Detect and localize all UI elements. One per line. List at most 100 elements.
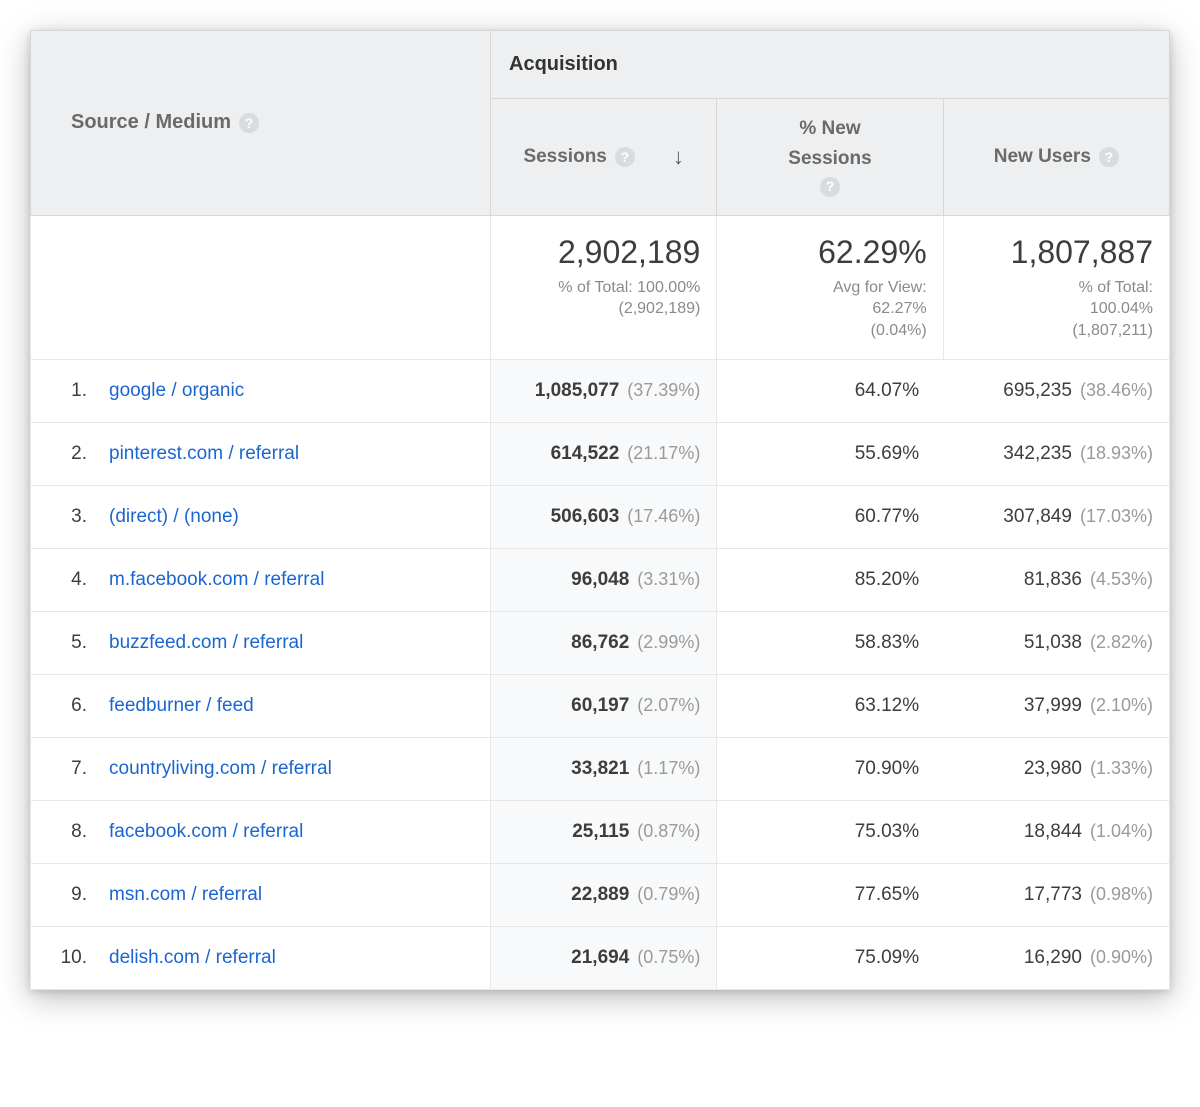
sessions-pct: (0.75%) [637,947,700,967]
summary-new-users-sub3: (1,807,211) [954,320,1153,342]
table-row: 7.countryliving.com / referral33,821(1.1… [31,738,1170,801]
header-acquisition-label: Acquisition [509,53,618,75]
source-medium-link[interactable]: facebook.com / referral [109,821,303,842]
new-users-value: 81,836 [1024,569,1082,590]
cell-source: 9. msn.com / referral [31,864,491,927]
source-medium-link[interactable]: feedburner / feed [109,695,254,716]
summary-sessions-value: 2,902,189 [501,234,700,271]
sessions-pct: (2.99%) [637,632,700,652]
summary-pct-new: 62.29% Avg for View: 62.27% (0.04%) [717,215,943,360]
row-index: 8. [41,821,87,843]
header-sessions[interactable]: Sessions ? ↓ [491,99,717,216]
new-users-pct: (17.03%) [1080,506,1153,526]
cell-sessions: 25,115(0.87%) [491,801,717,864]
summary-pct-new-value: 62.29% [727,234,926,271]
cell-sessions: 22,889(0.79%) [491,864,717,927]
sessions-pct: (21.17%) [627,443,700,463]
cell-pct-new: 77.65% [717,864,943,927]
cell-pct-new: 75.09% [717,927,943,990]
sessions-value: 96,048 [571,569,629,590]
cell-new-users: 51,038 (2.82%) [943,612,1169,675]
summary-blank [31,215,491,360]
row-index: 2. [41,443,87,465]
cell-sessions: 33,821(1.17%) [491,738,717,801]
summary-new-users-sub1: % of Total: [954,277,1153,299]
sessions-value: 1,085,077 [535,380,620,401]
table-row: 10.delish.com / referral21,694(0.75%)75.… [31,927,1170,990]
source-medium-link[interactable]: delish.com / referral [109,947,276,968]
new-users-pct: (2.82%) [1090,632,1153,652]
cell-source: 8. facebook.com / referral [31,801,491,864]
row-index: 10. [41,947,87,969]
header-source-medium[interactable]: Source / Medium ? [31,31,491,216]
cell-sessions: 60,197(2.07%) [491,675,717,738]
cell-pct-new: 58.83% [717,612,943,675]
new-users-value: 51,038 [1024,632,1082,653]
new-users-value: 17,773 [1024,884,1082,905]
help-icon[interactable]: ? [1099,147,1119,167]
cell-source: 6.feedburner / feed [31,675,491,738]
header-source-medium-label: Source / Medium [71,111,231,134]
new-users-pct: (4.53%) [1090,569,1153,589]
cell-pct-new: 64.07% [717,360,943,423]
analytics-table-panel: Source / Medium ? Acquisition Sessions ?… [30,30,1170,990]
summary-new-users-value: 1,807,887 [954,234,1153,271]
table-row: 5.buzzfeed.com / referral86,762(2.99%)58… [31,612,1170,675]
summary-row: 2,902,189 % of Total: 100.00% (2,902,189… [31,215,1170,360]
table-row: 2. pinterest.com / referral 614,522 (21.17%… [31,423,1170,486]
summary-pct-new-sub2: 62.27% [727,298,926,320]
source-medium-link[interactable]: msn.com / referral [109,884,262,905]
sessions-value: 614,522 [551,443,620,464]
new-users-pct: (1.04%) [1090,821,1153,841]
cell-new-users: 695,235(38.46%) [943,360,1169,423]
cell-new-users: 37,999(2.10%) [943,675,1169,738]
acquisition-table: Source / Medium ? Acquisition Sessions ?… [30,30,1170,990]
new-users-pct: (1.33%) [1090,758,1153,778]
new-users-pct: (0.98%) [1090,884,1153,904]
cell-source: 3. (direct) / (none) [31,486,491,549]
sort-desc-icon[interactable]: ↓ [673,144,684,170]
sessions-value: 22,889 [571,884,629,905]
sessions-pct: (37.39%) [627,380,700,400]
source-medium-link[interactable]: countryliving.com / referral [109,758,332,779]
cell-pct-new: 75.03% [717,801,943,864]
summary-new-users-sub2: 100.04% [954,298,1153,320]
source-medium-link[interactable]: google / organic [109,380,244,401]
cell-source: 10. delish.com / referral [31,927,491,990]
source-medium-link[interactable]: pinterest.com / referral [109,443,299,464]
sessions-pct: (0.87%) [637,821,700,841]
header-new-users-label: New Users [994,146,1091,168]
cell-sessions: 86,762(2.99%) [491,612,717,675]
cell-sessions: 506,603 (17.46%) [491,486,717,549]
row-index: 9. [41,884,87,906]
cell-new-users: 342,235 (18.93%) [943,423,1169,486]
cell-sessions: 614,522 (21.17%) [491,423,717,486]
summary-pct-new-sub3: (0.04%) [727,320,926,342]
sessions-value: 33,821 [571,758,629,779]
cell-source: 4.m.facebook.com / referral [31,549,491,612]
summary-sessions-sub1: % of Total: 100.00% [501,277,700,299]
source-medium-link[interactable]: buzzfeed.com / referral [109,632,303,653]
help-icon[interactable]: ? [615,147,635,167]
header-pct-new-sessions[interactable]: % New Sessions ? [717,99,943,216]
new-users-value: 37,999 [1024,695,1082,716]
help-icon[interactable]: ? [239,113,259,133]
sessions-value: 506,603 [551,506,620,527]
table-row: 1. google / organic 1,085,077 (37.39%) 64.07… [31,360,1170,423]
table-row: 8. facebook.com / referral 25,115(0.87%)75… [31,801,1170,864]
cell-new-users: 16,290(0.90%) [943,927,1169,990]
sessions-pct: (17.46%) [627,506,700,526]
summary-sessions-sub2: (2,902,189) [501,298,700,320]
source-medium-link[interactable]: (direct) / (none) [109,506,239,527]
header-new-users[interactable]: New Users ? [943,99,1169,216]
new-users-pct: (18.93%) [1080,443,1153,463]
source-medium-link[interactable]: m.facebook.com / referral [109,569,324,590]
cell-pct-new: 85.20% [717,549,943,612]
row-index: 3. [41,506,87,528]
new-users-value: 342,235 [1003,443,1072,464]
row-index: 1. [41,380,87,402]
new-users-value: 695,235 [1003,380,1072,401]
table-row: 9. msn.com / referral 22,889(0.79%)77.65% 1… [31,864,1170,927]
header-pct-new-line2: Sessions [788,147,871,171]
help-icon[interactable]: ? [820,177,840,197]
